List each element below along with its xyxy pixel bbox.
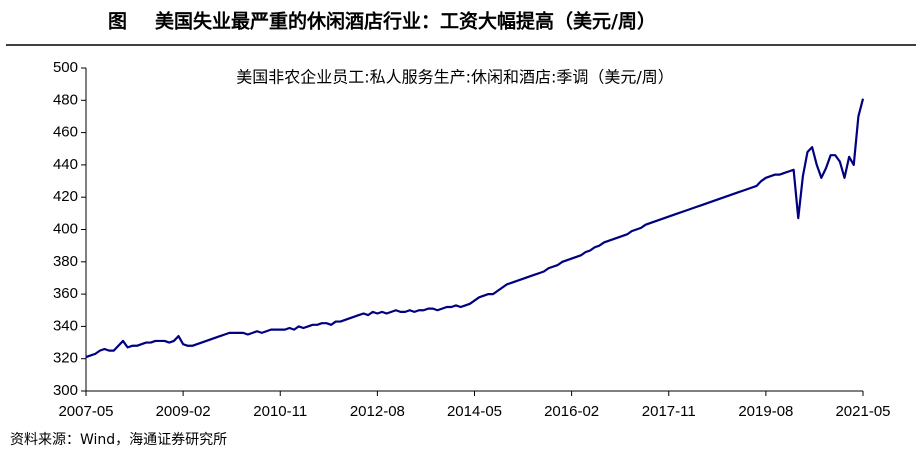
y-tick-label: 340 <box>53 317 78 334</box>
y-tick-label: 400 <box>53 220 78 237</box>
source-note: 资料来源：Wind，海通证券研究所 <box>10 432 227 448</box>
y-tick-label: 320 <box>53 350 78 367</box>
chart-title: 美国失业最严重的休闲酒店行业：工资大幅提高（美元/周） <box>155 10 656 33</box>
x-tick-label: 2010-11 <box>253 403 307 420</box>
figure-label: 图 <box>108 11 127 33</box>
x-tick-label: 2012-08 <box>350 403 405 420</box>
y-tick-label: 360 <box>53 285 78 302</box>
y-tick-label: 380 <box>53 253 78 270</box>
data-line <box>85 98 865 359</box>
x-tick-label: 2009-02 <box>156 403 211 420</box>
y-tick-label: 480 <box>53 91 78 108</box>
x-tick-label: 2014-05 <box>447 403 502 420</box>
x-tick-label: 2007-05 <box>58 403 113 420</box>
y-tick-label: 440 <box>53 156 78 173</box>
x-tick-label: 2021-05 <box>835 403 890 420</box>
x-tick-label: 2019-08 <box>738 403 793 420</box>
legend-label: 美国非农企业员工:私人服务生产:休闲和酒店:季调（美元/周） <box>236 68 674 87</box>
x-tick-label: 2016-02 <box>544 403 599 420</box>
y-tick-label: 460 <box>53 124 78 141</box>
x-tick-label: 2017-11 <box>642 403 696 420</box>
y-tick-label: 420 <box>53 188 78 205</box>
y-tick-label: 500 <box>53 59 78 76</box>
y-tick-label: 300 <box>53 382 78 399</box>
